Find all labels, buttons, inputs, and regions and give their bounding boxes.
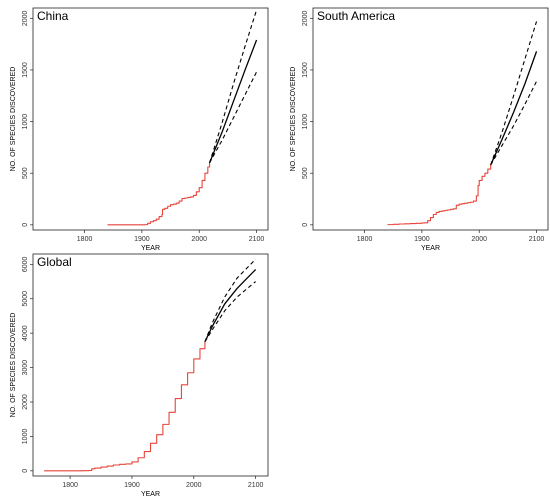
lower-bound-line bbox=[204, 281, 256, 343]
y-tick-label: 4000 bbox=[22, 325, 29, 341]
x-tick-label: 2100 bbox=[249, 236, 265, 243]
y-tick-label: 0 bbox=[22, 223, 29, 227]
x-tick-label: 2000 bbox=[186, 482, 202, 489]
observed-line bbox=[387, 164, 492, 226]
projection-line bbox=[490, 51, 538, 166]
y-tick-label: 3000 bbox=[22, 360, 29, 376]
panel-china: China 1800 1900 2000 2100 0 500 1000 1500 2000 YEA… bbox=[10, 7, 269, 252]
observed-line bbox=[107, 162, 211, 226]
y-tick-label: 0 bbox=[302, 223, 309, 227]
y-tick-label: 1000 bbox=[22, 429, 29, 445]
x-tick-label: 1800 bbox=[77, 236, 93, 243]
y-tick-label: 2000 bbox=[22, 394, 29, 410]
y-tick-label: 500 bbox=[302, 167, 309, 179]
y-tick-label: 1500 bbox=[302, 62, 309, 78]
x-tick-label: 1900 bbox=[414, 236, 430, 243]
y-tick-label: 5000 bbox=[22, 291, 29, 307]
lower-bound-line bbox=[209, 71, 258, 164]
panel-title: Global bbox=[37, 255, 72, 269]
y-tick-label: 2000 bbox=[302, 10, 309, 26]
panel-global: Global 1800 1900 2000 2100 0 1000 2000 3000 4000 5… bbox=[10, 253, 269, 497]
y-tick-label: 2000 bbox=[22, 10, 29, 26]
y-tick-label: 1000 bbox=[22, 114, 29, 130]
upper-bound-line bbox=[204, 258, 257, 342]
y-axis-label: NO. OF SPECIES DISCOVERED bbox=[10, 67, 17, 172]
lower-bound-line bbox=[490, 81, 538, 166]
x-tick-label: 1800 bbox=[62, 482, 78, 489]
x-tick-label: 1800 bbox=[357, 236, 373, 243]
x-axis-label: YEAR bbox=[141, 491, 160, 497]
x-tick-label: 2000 bbox=[191, 236, 207, 243]
y-axis-label: NO. OF SPECIES DISCOVERED bbox=[290, 67, 297, 172]
projection-line bbox=[204, 269, 257, 343]
y-tick-label: 1000 bbox=[302, 114, 309, 130]
x-tick-label: 2100 bbox=[248, 482, 264, 489]
y-tick-label: 1500 bbox=[22, 62, 29, 78]
panel-title: China bbox=[37, 9, 69, 23]
x-axis-label: YEAR bbox=[421, 245, 440, 252]
plot-frame bbox=[312, 7, 549, 231]
y-tick-label: 500 bbox=[22, 167, 29, 179]
x-axis-label: YEAR bbox=[141, 245, 160, 252]
plot-frame bbox=[32, 7, 269, 231]
y-tick-label: 0 bbox=[22, 469, 29, 473]
y-axis-label: NO. OF SPECIES DISCOVERED bbox=[10, 313, 17, 418]
panel-title: South America bbox=[317, 9, 395, 23]
upper-bound-line bbox=[490, 21, 538, 166]
panel-south-america: South America 1800 1900 2000 2100 0 500 1000 150… bbox=[290, 7, 549, 252]
observed-line bbox=[44, 341, 206, 472]
x-tick-label: 2100 bbox=[529, 236, 545, 243]
projection-line bbox=[208, 39, 258, 164]
x-tick-label: 1900 bbox=[134, 236, 150, 243]
y-tick-label: 6000 bbox=[22, 256, 29, 272]
x-tick-label: 1900 bbox=[124, 482, 140, 489]
plot-frame bbox=[32, 253, 269, 477]
x-tick-label: 2000 bbox=[471, 236, 487, 243]
upper-bound-line bbox=[209, 9, 258, 164]
